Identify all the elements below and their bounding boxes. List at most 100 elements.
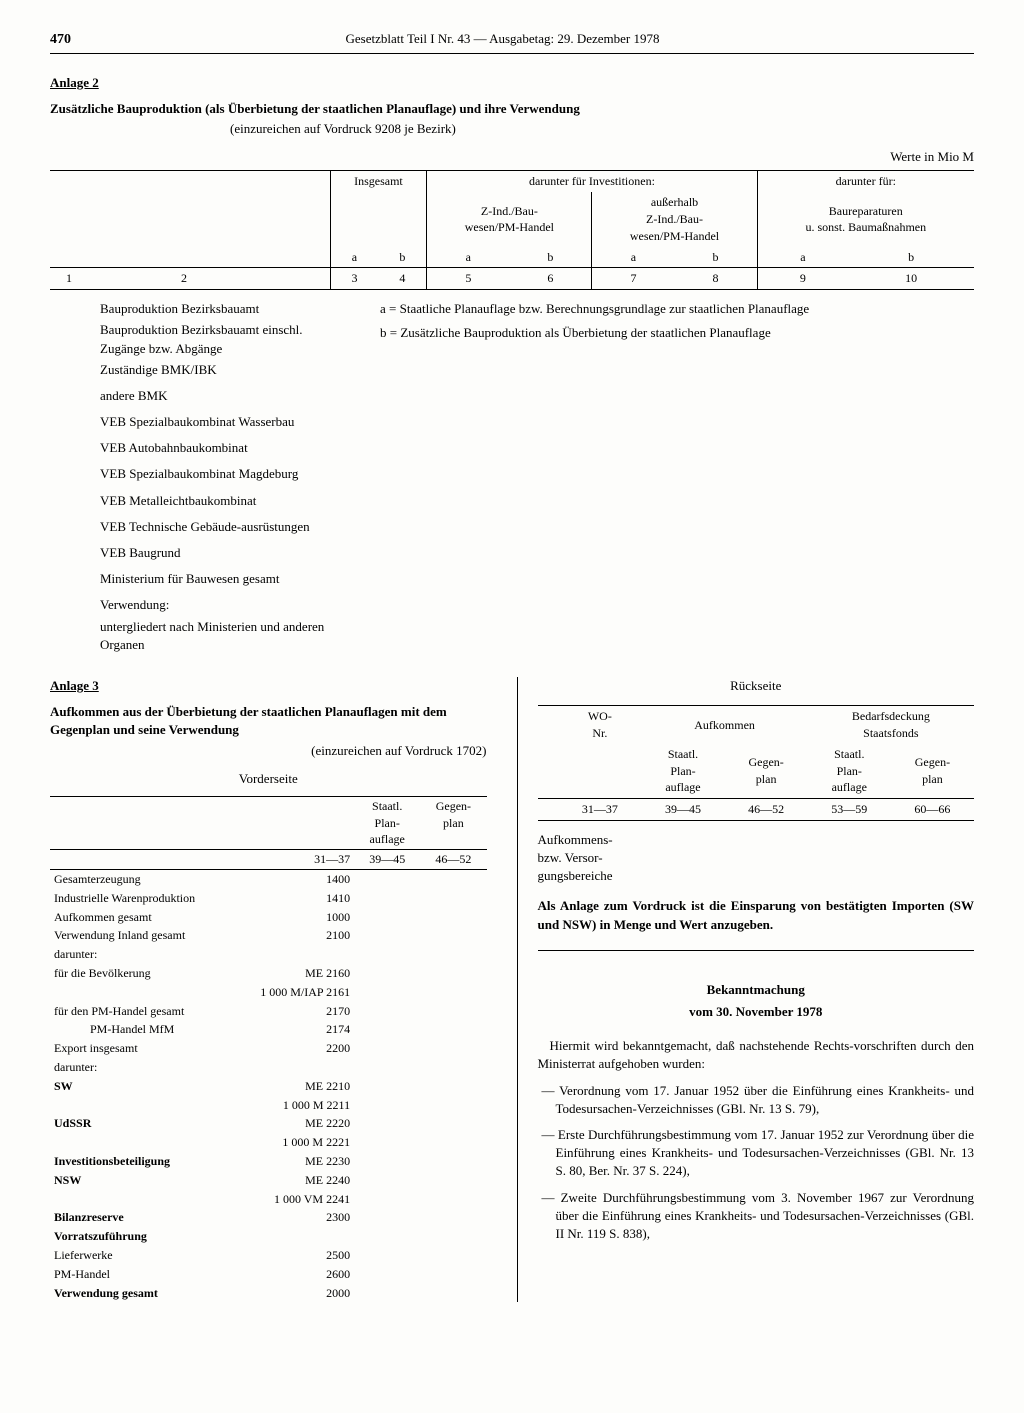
- row-code: 1410: [274, 889, 354, 908]
- bekannt-item: — Zweite Durchführungsbestimmung vom 3. …: [542, 1189, 975, 1244]
- page-header: 470 Gesetzblatt Teil I Nr. 43 — Ausgabet…: [50, 30, 974, 54]
- row-label: Verwendung gesamt: [50, 1284, 274, 1303]
- row-code: [274, 945, 354, 964]
- werte-note: Werte in Mio M: [50, 148, 974, 166]
- row-label: Gesamterzeugung: [50, 870, 274, 889]
- list-item: VEB Autobahnbaukombinat: [100, 439, 350, 457]
- row-code: ME 2160: [274, 964, 354, 983]
- row-label: PM-Handel: [50, 1265, 274, 1284]
- table-row: UdSSRME 2220: [50, 1114, 487, 1133]
- row-label: Export insgesamt: [50, 1039, 274, 1058]
- table-row: 1 000 VM 2241: [50, 1190, 487, 1209]
- anlage3-label: Anlage 3: [50, 677, 487, 695]
- bekannt-item: — Verordnung vom 17. Januar 1952 über di…: [542, 1082, 975, 1118]
- legend-a: a = Staatliche Planauflage bzw. Berechnu…: [380, 300, 974, 318]
- anlage2-body: Bauproduktion Bezirksbauamt Bauproduktio…: [50, 300, 974, 657]
- row-code: 1400: [274, 870, 354, 889]
- table-row: SWME 2210: [50, 1077, 487, 1096]
- anlage3-title: Aufkommen aus der Überbietung der staatl…: [50, 703, 487, 739]
- bekannt-list: — Verordnung vom 17. Januar 1952 über di…: [542, 1082, 975, 1244]
- divider: [538, 950, 975, 951]
- list-item: VEB Spezialbaukombinat Magdeburg: [100, 465, 350, 483]
- table-row: Export insgesamt2200: [50, 1039, 487, 1058]
- row-code: ME 2240: [274, 1171, 354, 1190]
- table-row: InvestitionsbeteiligungME 2230: [50, 1152, 487, 1171]
- list-item: VEB Technische Gebäude-ausrüstungen: [100, 518, 350, 536]
- row-label: NSW: [50, 1171, 274, 1190]
- anlage3-subtitle: (einzureichen auf Vordruck 1702): [50, 742, 487, 760]
- row-code: 1000: [274, 908, 354, 927]
- table-row: 1 000 M/IAP 2161: [50, 983, 487, 1002]
- row-code: 2170: [274, 1002, 354, 1021]
- table-row: NSWME 2240: [50, 1171, 487, 1190]
- row-code: [274, 1227, 354, 1246]
- table-row: Bilanzreserve2300: [50, 1208, 487, 1227]
- anlage2-legend: a = Staatliche Planauflage bzw. Berechnu…: [380, 300, 974, 657]
- bekannt-title: Bekanntmachung: [538, 981, 975, 999]
- row-label: Industrielle Warenproduktion: [50, 889, 274, 908]
- row-label: Verwendung Inland gesamt: [50, 926, 274, 945]
- vorderseite-label: Vorderseite: [50, 770, 487, 788]
- bekannt-item: — Erste Durchführungsbestimmung vom 17. …: [542, 1126, 975, 1181]
- row-label: Lieferwerke: [50, 1246, 274, 1265]
- rueckseite-table: WO- Nr. Aufkommen Bedarfsdeckung Staatsf…: [538, 705, 975, 821]
- list-item: VEB Baugrund: [100, 544, 350, 562]
- table-row: Verwendung Inland gesamt2100: [50, 926, 487, 945]
- back-row-label: Aufkommens- bzw. Versor- gungsbereiche: [538, 831, 975, 886]
- row-label: Bilanzreserve: [50, 1208, 274, 1227]
- table-row: Aufkommen gesamt1000: [50, 908, 487, 927]
- back-note: Als Anlage zum Vordruck ist die Einsparu…: [538, 897, 975, 933]
- row-code: ME 2230: [274, 1152, 354, 1171]
- row-code: ME 2210: [274, 1077, 354, 1096]
- bekannt-date: vom 30. November 1978: [538, 1003, 975, 1021]
- table-row: darunter:: [50, 945, 487, 964]
- table-row: Lieferwerke2500: [50, 1246, 487, 1265]
- list-item: VEB Metalleichtbaukombinat: [100, 492, 350, 510]
- list-item: untergliedert nach Ministerien und ander…: [100, 618, 350, 654]
- table-row: PM-Handel MfM2174: [50, 1020, 487, 1039]
- anlage2-label: Anlage 2: [50, 74, 974, 92]
- anlage2-left-list: Bauproduktion Bezirksbauamt Bauproduktio…: [50, 300, 350, 657]
- table-row: darunter:: [50, 1058, 487, 1077]
- list-item: Zuständige BMK/IBK: [100, 361, 350, 379]
- table-row: Verwendung gesamt2000: [50, 1284, 487, 1303]
- row-code: ME 2220: [274, 1114, 354, 1133]
- bekannt-intro: Hiermit wird bekanntgemacht, daß nachste…: [538, 1037, 975, 1073]
- table-row: PM-Handel2600: [50, 1265, 487, 1284]
- row-code: 2500: [274, 1246, 354, 1265]
- row-label: darunter:: [50, 945, 274, 964]
- row-label: Vorratszuführung: [50, 1227, 274, 1246]
- row-label: SW: [50, 1077, 274, 1096]
- row-code: 2300: [274, 1208, 354, 1227]
- table-row: 1 000 M 2221: [50, 1133, 487, 1152]
- table-row: für den PM-Handel gesamt2170: [50, 1002, 487, 1021]
- table-row: 1 000 M 2211: [50, 1096, 487, 1115]
- list-item: VEB Spezialbaukombinat Wasserbau: [100, 413, 350, 431]
- page-title: Gesetzblatt Teil I Nr. 43 — Ausgabetag: …: [345, 30, 659, 50]
- rueckseite-label: Rückseite: [538, 677, 975, 695]
- list-item: Bauproduktion Bezirksbauamt: [100, 300, 350, 318]
- table-row: Vorratszuführung: [50, 1227, 487, 1246]
- list-item: Verwendung:: [100, 596, 350, 614]
- list-item: Ministerium für Bauwesen gesamt: [100, 570, 350, 588]
- anlage2-table: Insgesamt darunter für Investitionen: da…: [50, 170, 974, 290]
- row-label: UdSSR: [50, 1114, 274, 1133]
- vorderseite-table: Staatl. Plan- auflageGegen- plan 31—3739…: [50, 796, 487, 1303]
- list-item: andere BMK: [100, 387, 350, 405]
- row-code: 2200: [274, 1039, 354, 1058]
- lower-section: Anlage 3 Aufkommen aus der Überbietung d…: [50, 677, 974, 1302]
- anlage2-title: Zusätzliche Bauproduktion (als Überbietu…: [50, 100, 974, 118]
- row-code: [274, 1058, 354, 1077]
- legend-b: b = Zusätzliche Bauproduktion als Überbi…: [380, 324, 974, 342]
- row-code: 2000: [274, 1284, 354, 1303]
- page-number: 470: [50, 30, 71, 50]
- table-row: Gesamterzeugung1400: [50, 870, 487, 889]
- table-row: für die BevölkerungME 2160: [50, 964, 487, 983]
- row-code: 2600: [274, 1265, 354, 1284]
- anlage2-subtitle: (einzureichen auf Vordruck 9208 je Bezir…: [50, 120, 974, 138]
- list-item: Bauproduktion Bezirksbauamt einschl. Zug…: [100, 321, 350, 357]
- anlage3-section: Anlage 3 Aufkommen aus der Überbietung d…: [50, 677, 487, 1302]
- right-column: Rückseite WO- Nr. Aufkommen Bedarfsdecku…: [517, 677, 975, 1302]
- row-label: für die Bevölkerung: [50, 964, 274, 983]
- row-label: Investitionsbeteiligung: [50, 1152, 274, 1171]
